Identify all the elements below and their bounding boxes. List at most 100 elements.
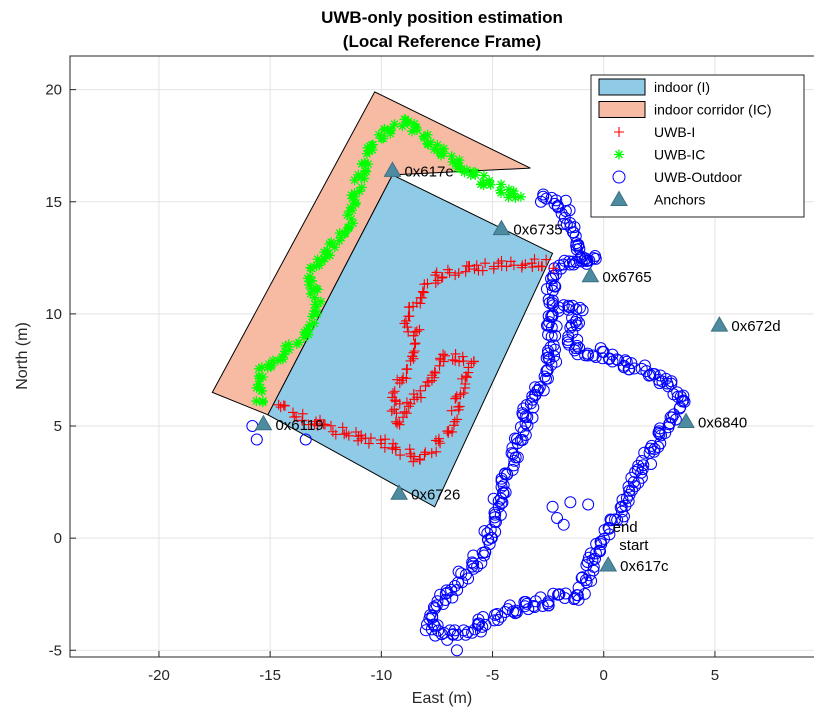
uwb-i-marker — [431, 446, 442, 457]
uwb-ic-marker — [326, 237, 337, 248]
uwb-i-marker — [437, 272, 448, 283]
uwb-outdoor-marker — [450, 644, 463, 657]
uwb-outdoor-marker — [299, 433, 312, 446]
uwb-outdoor-marker — [572, 593, 585, 606]
uwb-i-marker — [420, 447, 431, 458]
uwb-outdoor-marker — [576, 571, 589, 584]
uwb-outdoor-marker — [519, 417, 532, 430]
uwb-ic-marker — [277, 352, 288, 363]
uwb-outdoor-marker — [541, 363, 554, 376]
uwb-outdoor-marker — [432, 624, 445, 637]
uwb-i-marker — [312, 420, 323, 431]
uwb-outdoor-marker — [648, 368, 661, 381]
uwb-i-marker — [379, 442, 390, 453]
uwb-outdoor-marker — [617, 359, 630, 372]
uwb-outdoor-marker — [571, 348, 584, 361]
uwb-ic-marker — [254, 373, 265, 384]
uwb-outdoor-marker — [495, 497, 508, 510]
annotation-start: start — [619, 537, 649, 554]
uwb-ic-marker — [319, 247, 330, 258]
uwb-outdoor-marker — [455, 567, 468, 580]
uwb-i-marker — [403, 311, 414, 322]
uwb-ic-marker — [363, 159, 374, 170]
uwb-outdoor-marker — [505, 447, 518, 460]
y-tick-label: 0 — [54, 530, 62, 547]
uwb-outdoor-marker — [467, 562, 480, 575]
legend-swatch — [598, 78, 646, 96]
uwb-i-marker — [444, 267, 455, 278]
uwb-i-marker — [460, 378, 471, 389]
uwb-i-marker — [363, 438, 374, 449]
uwb-ic-marker — [253, 379, 264, 390]
uwb-ic-marker — [345, 202, 356, 213]
uwb-ic-marker — [257, 385, 268, 396]
uwb-ic-marker — [251, 396, 262, 407]
uwb-outdoor-marker — [644, 442, 657, 455]
legend-label: UWB-IC — [654, 147, 705, 163]
y-axis-label: North (m) — [14, 322, 31, 390]
uwb-outdoor-marker — [635, 471, 648, 484]
uwb-outdoor-marker — [571, 589, 584, 602]
uwb-outdoor-marker — [497, 479, 510, 492]
uwb-i-marker — [434, 360, 445, 371]
uwb-i-marker — [416, 292, 427, 303]
uwb-ic-marker — [262, 362, 273, 373]
uwb-ic-marker — [429, 144, 440, 155]
x-tick-label: -20 — [148, 667, 170, 684]
anchor-marker — [710, 316, 729, 332]
uwb-ic-marker — [503, 192, 514, 203]
anchor-label: 0x6726 — [411, 486, 460, 503]
anchor-label: 0x6765 — [602, 269, 651, 286]
uwb-outdoor-marker — [517, 425, 530, 438]
uwb-ic-marker — [256, 362, 267, 373]
uwb-ic-marker — [309, 292, 320, 303]
uwb-i-marker — [414, 454, 425, 465]
uwb-outdoor-marker — [560, 218, 573, 231]
y-tick-label: 10 — [45, 306, 62, 323]
uwb-i-marker — [403, 326, 414, 337]
uwb-i-marker — [297, 415, 308, 426]
uwb-outdoor-marker — [677, 389, 690, 402]
uwb-i-marker — [408, 456, 419, 467]
uwb-outdoor-marker — [673, 402, 686, 415]
uwb-outdoor-marker — [542, 310, 555, 323]
uwb-outdoor-marker — [540, 372, 553, 385]
uwb-i-marker — [453, 401, 464, 412]
uwb-outdoor-marker — [564, 496, 577, 509]
uwb-i-marker — [411, 326, 422, 337]
uwb-outdoor-marker — [586, 554, 599, 567]
legend-label: UWB-Outdoor — [654, 169, 742, 185]
anchor-label: 0x617e — [404, 163, 453, 180]
annotation-end: end — [613, 519, 638, 536]
uwb-i-marker — [450, 355, 461, 366]
uwb-i-marker — [389, 404, 400, 415]
anchor-marker — [390, 484, 408, 500]
uwb-ic-marker — [304, 324, 315, 335]
uwb-outdoor-marker — [552, 588, 565, 601]
uwb-outdoor-marker — [612, 170, 626, 184]
uwb-i-marker — [337, 422, 348, 433]
legend-swatch — [610, 190, 628, 206]
uwb-outdoor-marker — [534, 591, 547, 604]
uwb-i-marker — [341, 428, 352, 439]
anchor-marker — [492, 219, 511, 236]
uwb-outdoor-marker — [584, 547, 597, 560]
uwb-outdoor-marker — [587, 349, 600, 362]
uwb-i-marker — [529, 254, 540, 265]
uwb-ic-marker — [470, 167, 481, 178]
x-tick-label: -10 — [370, 667, 392, 684]
uwb-outdoor-marker — [635, 362, 648, 375]
uwb-outdoor-marker — [572, 239, 585, 252]
uwb-outdoor-marker — [452, 576, 465, 589]
uwb-outdoor-marker — [440, 584, 453, 597]
uwb-ic-marker — [310, 299, 321, 310]
uwb-outdoor-marker — [491, 607, 504, 620]
uwb-i-marker — [399, 406, 410, 417]
uwb-outdoor-marker — [562, 303, 575, 316]
uwb-i-marker — [466, 358, 477, 369]
uwb-i-marker — [392, 418, 403, 429]
uwb-i-marker — [351, 426, 362, 437]
uwb-outdoor-marker — [550, 320, 563, 333]
uwb-ic-marker — [284, 344, 295, 355]
uwb-ic-marker — [438, 148, 449, 159]
